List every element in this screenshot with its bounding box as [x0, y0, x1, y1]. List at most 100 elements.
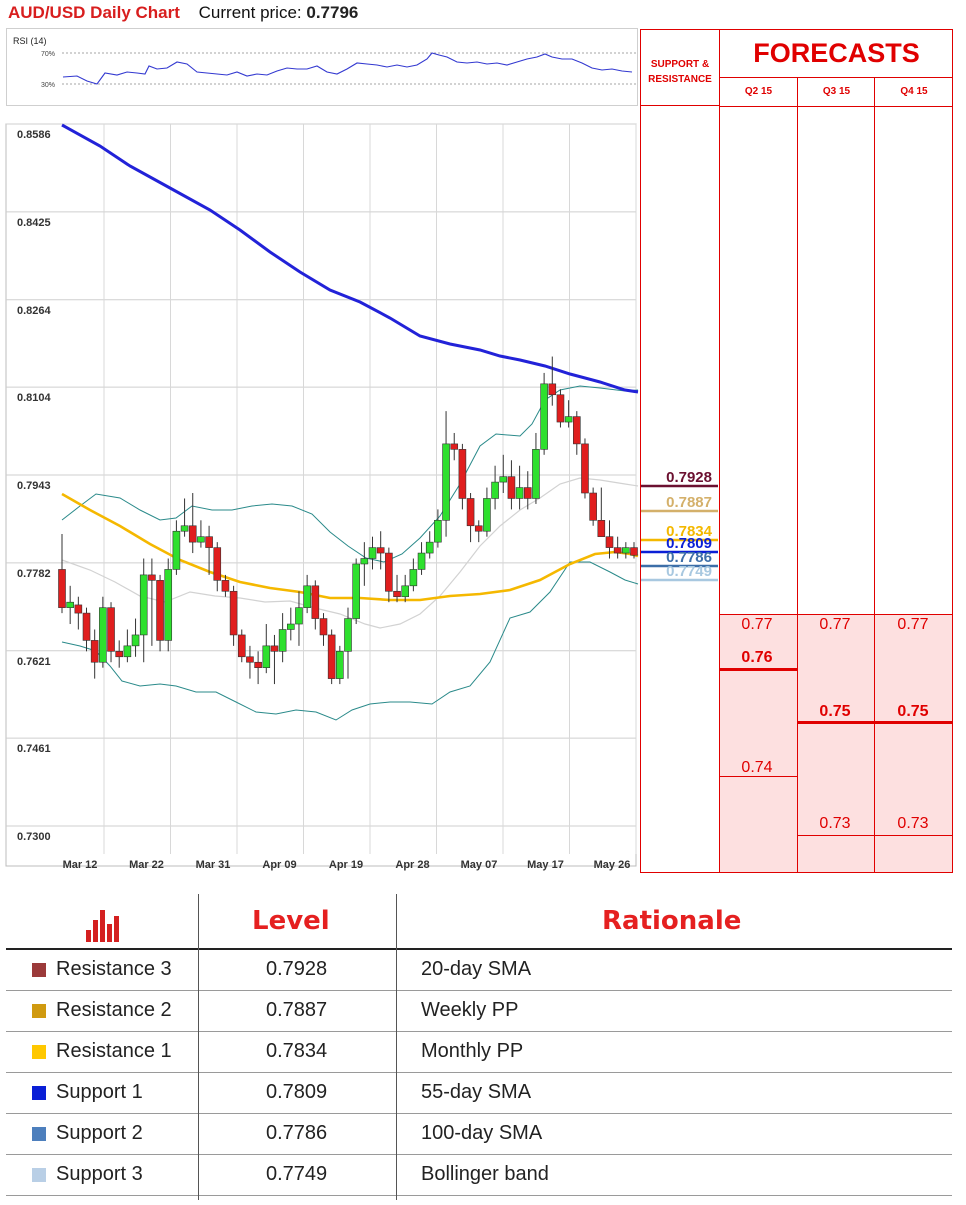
- candle: [295, 591, 303, 646]
- candle: [229, 585, 238, 646]
- candle-body: [589, 492, 597, 521]
- candle: [90, 629, 99, 679]
- y-tick-label: 0.7461: [17, 743, 51, 755]
- candle: [221, 574, 230, 597]
- candle: [385, 547, 393, 603]
- level-value: 0.7786: [266, 1122, 328, 1144]
- level-rationale: 100-day SMA: [421, 1122, 543, 1144]
- level-name: Resistance 3: [56, 958, 172, 980]
- candle-body: [164, 569, 173, 641]
- x-tick-label: Mar 22: [129, 859, 164, 871]
- candle-body: [442, 443, 450, 521]
- q2-forecast-3: 0.74: [741, 759, 773, 776]
- rsi-label: RSI (14): [13, 36, 47, 46]
- candle: [164, 558, 173, 652]
- level-color-swatch: [32, 1127, 46, 1141]
- candle: [188, 493, 197, 554]
- chart-grid: [6, 123, 637, 854]
- candle: [474, 520, 483, 543]
- candle: [246, 645, 254, 679]
- x-axis: Mar 12 Mar 22 Mar 31 Apr 09 Apr 19 Apr 28 May …: [63, 859, 631, 871]
- levels-table: Level Rationale Resistance 3 0.7928 20-day…: [6, 894, 952, 1200]
- candle: [556, 389, 565, 428]
- forecast-076-line: [719, 668, 797, 671]
- candle-body: [483, 498, 491, 532]
- x-tick-label: May 17: [527, 859, 564, 871]
- q3-forecast-1: 0.77: [819, 616, 851, 633]
- candle: [409, 558, 418, 592]
- level-rationale: Weekly PP: [421, 999, 519, 1021]
- candle-body: [630, 547, 638, 556]
- candle: [589, 487, 597, 526]
- forecast-074-line: [719, 776, 797, 777]
- candle-body: [523, 487, 532, 499]
- candle: [564, 400, 573, 428]
- level-label: 0.7786: [666, 549, 712, 566]
- candle: [66, 585, 74, 625]
- q2-forecast-1: 0.77: [741, 616, 773, 633]
- level-value: 0.7749: [266, 1163, 328, 1185]
- level-color-swatch: [32, 1086, 46, 1100]
- candle-body: [499, 476, 508, 483]
- candle: [327, 629, 336, 685]
- level-label: 0.7749: [666, 563, 712, 580]
- level-header: Level: [252, 906, 330, 936]
- candle-body: [262, 645, 271, 668]
- indicator-lines: [61, 123, 639, 721]
- candle: [368, 536, 377, 570]
- candle-body: [556, 394, 565, 423]
- candle-body: [352, 563, 360, 619]
- level-color-swatch: [32, 1168, 46, 1182]
- x-tick-label: Apr 09: [262, 859, 296, 871]
- level-color-swatch: [32, 1045, 46, 1059]
- candle-body: [82, 612, 91, 641]
- forecast-073-line: [797, 835, 952, 836]
- candle-body: [197, 536, 205, 543]
- candle: [286, 607, 295, 641]
- q3-header: Q3 15: [797, 78, 875, 107]
- candle-body: [221, 580, 230, 592]
- candle: [115, 640, 123, 668]
- candle: [425, 531, 434, 559]
- candle-body: [66, 601, 74, 608]
- candle-body: [172, 530, 181, 570]
- candle: [180, 498, 189, 537]
- candle-body: [74, 604, 83, 614]
- rsi-line: [62, 52, 633, 85]
- candle-body: [532, 449, 540, 499]
- candle-body: [246, 656, 254, 663]
- candle: [393, 574, 401, 603]
- x-tick-label: Apr 28: [395, 859, 429, 871]
- candle: [613, 536, 622, 559]
- candle: [622, 542, 630, 559]
- level-color-swatch: [32, 1004, 46, 1018]
- level-label: 0.7809: [666, 535, 712, 552]
- 100-day-sma-line: [61, 123, 639, 394]
- candle: [74, 596, 83, 630]
- candle: [532, 432, 540, 504]
- candle-body: [327, 634, 336, 679]
- table-row: Resistance 1 0.7834 Monthly PP: [6, 1032, 952, 1073]
- candle: [401, 574, 410, 603]
- candle-body: [572, 416, 581, 445]
- forecasts-title: FORECASTS: [719, 30, 953, 78]
- rsi-panel: RSI (14) 70% 30%: [6, 28, 638, 106]
- candle-body: [229, 590, 238, 636]
- forecast-077-line: [719, 614, 952, 615]
- y-axis: 0.8586 0.8425 0.8264 0.8104 0.7943 0.7782 0.76…: [17, 129, 52, 843]
- support-resistance-header: SUPPORT & RESISTANCE: [641, 30, 719, 106]
- q3-forecast-3: 0.73: [819, 815, 851, 832]
- level-label: 0.7834: [666, 523, 713, 540]
- forecasts-panel: SUPPORT & RESISTANCE FORECASTS Q2 15 Q3 …: [640, 29, 953, 873]
- candle: [466, 493, 475, 543]
- candle: [360, 542, 369, 586]
- table-body: Resistance 3 0.7928 20-day SMA Resistance 2…: [6, 950, 952, 1196]
- candle: [213, 542, 222, 592]
- rsi-chart: RSI (14) 70% 30%: [13, 36, 637, 89]
- candlesticks: [58, 356, 638, 685]
- y-tick-label: 0.7300: [17, 831, 51, 843]
- candle-body: [409, 569, 418, 587]
- candle-body: [270, 645, 279, 652]
- candle: [131, 618, 140, 657]
- current-price-value: 0.7796: [306, 3, 359, 22]
